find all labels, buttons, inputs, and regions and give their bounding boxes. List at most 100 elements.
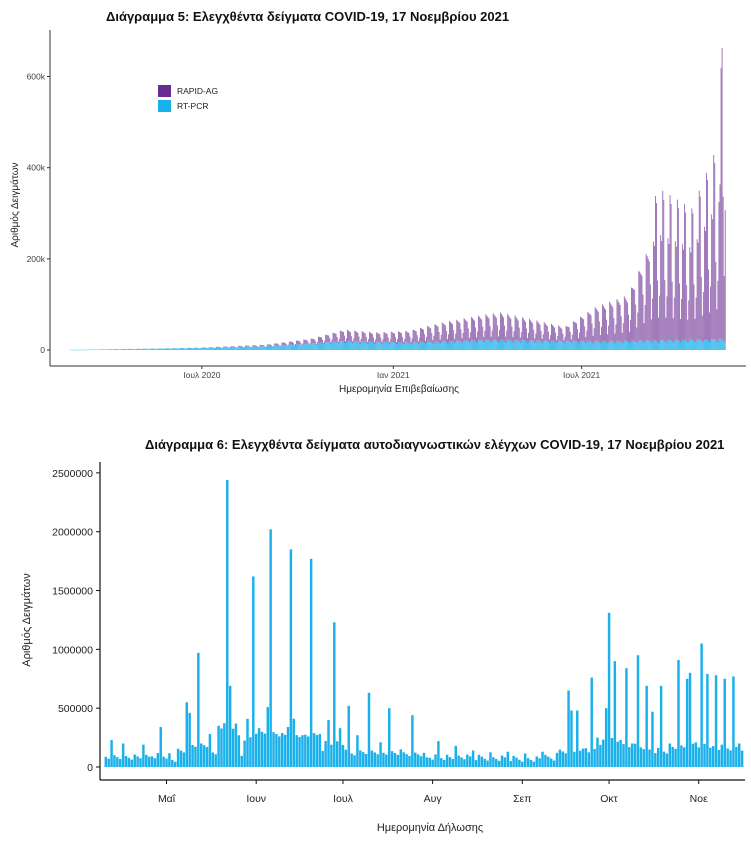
bar-rapid-ag	[613, 318, 614, 342]
bar-rt-pcr	[656, 341, 657, 350]
bar-rapid-ag	[710, 286, 711, 341]
bar-rapid-ag	[301, 345, 302, 346]
bar-rapid-ag	[652, 299, 653, 343]
bar-rt-pcr	[501, 340, 502, 350]
bar-rt-pcr	[337, 343, 338, 350]
bar-rapid-ag	[681, 299, 682, 342]
bar-rapid-ag	[444, 324, 445, 341]
bar-rt-pcr	[196, 348, 197, 350]
bar-rt-pcr	[697, 339, 698, 350]
bar-rt-pcr	[558, 340, 559, 350]
bar-rapid-ag	[239, 346, 240, 347]
bar-rapid-ag	[409, 333, 410, 343]
bar-rapid-ag	[618, 301, 619, 341]
bar-rt-pcr	[419, 344, 420, 350]
bar-self-test	[426, 757, 428, 767]
bar-rt-pcr	[662, 340, 663, 350]
bar-rt-pcr	[272, 347, 273, 350]
bar-rapid-ag	[518, 320, 519, 340]
bar-rapid-ag	[390, 339, 391, 344]
bar-rt-pcr	[358, 342, 359, 350]
chart-2-bars	[105, 480, 744, 767]
bar-rt-pcr	[713, 339, 714, 350]
x-tick-label: Ιουλ 2020	[183, 370, 221, 380]
bar-rapid-ag	[540, 325, 541, 341]
bar-rt-pcr	[321, 343, 322, 350]
bar-rapid-ag	[657, 281, 658, 342]
bar-self-test	[342, 745, 344, 767]
x-tick-label: Νοε	[690, 793, 708, 805]
bar-rapid-ag	[320, 337, 321, 343]
bar-rt-pcr	[437, 342, 438, 350]
bar-rt-pcr	[180, 348, 181, 350]
legend-label-rapid-ag: RAPID-AG	[177, 86, 218, 96]
bar-self-test	[429, 758, 431, 767]
bar-rapid-ag	[402, 337, 403, 344]
bar-rapid-ag	[401, 333, 402, 342]
bar-rt-pcr	[238, 347, 239, 350]
bar-rt-pcr	[189, 348, 190, 350]
bar-rapid-ag	[308, 342, 309, 345]
bar-rt-pcr	[412, 344, 413, 350]
bar-rt-pcr	[125, 349, 126, 350]
bar-rt-pcr	[80, 350, 81, 351]
bar-self-test	[105, 757, 107, 767]
bar-rt-pcr	[122, 349, 123, 350]
bar-rapid-ag	[495, 316, 496, 340]
bar-rt-pcr	[432, 344, 433, 350]
bar-rapid-ag	[362, 331, 363, 341]
bar-rt-pcr	[300, 345, 301, 350]
bar-rt-pcr	[430, 342, 431, 350]
bar-rt-pcr	[721, 339, 722, 350]
bar-rapid-ag	[603, 306, 604, 341]
bar-rt-pcr	[664, 342, 665, 350]
bar-rapid-ag	[331, 342, 332, 344]
bar-self-test	[637, 655, 639, 767]
bar-rapid-ag	[395, 337, 396, 343]
bar-rt-pcr	[673, 343, 674, 350]
bar-rapid-ag	[387, 334, 388, 342]
bar-rt-pcr	[354, 341, 355, 350]
bar-rt-pcr	[594, 343, 595, 350]
bar-self-test	[738, 743, 740, 767]
bar-rapid-ag	[333, 333, 334, 342]
bar-rt-pcr	[476, 343, 477, 350]
bar-rapid-ag	[435, 324, 436, 341]
bar-rt-pcr	[287, 346, 288, 350]
bar-rapid-ag	[324, 341, 325, 344]
x-tick-label: Ιαν 2021	[377, 370, 410, 380]
bar-rapid-ag	[437, 326, 438, 342]
bar-rapid-ag	[372, 334, 373, 342]
bar-rt-pcr	[724, 342, 725, 350]
bar-rapid-ag	[281, 345, 282, 346]
bar-rapid-ag	[410, 336, 411, 343]
bar-rapid-ag	[277, 344, 278, 346]
bar-rapid-ag	[412, 339, 413, 345]
chart-2-title: Διάγραμμα 6: Ελεγχθέντα δείγματα αυτοδια…	[145, 437, 724, 452]
y-tick-label: 0	[40, 345, 45, 355]
bar-rt-pcr	[248, 347, 249, 350]
bar-rt-pcr	[250, 348, 251, 350]
bar-rt-pcr	[264, 347, 265, 350]
bar-rapid-ag	[629, 332, 630, 344]
bar-rt-pcr	[604, 341, 605, 350]
bar-self-test	[385, 755, 387, 767]
bar-rt-pcr	[545, 340, 546, 350]
bar-rapid-ag	[505, 337, 506, 344]
bar-rt-pcr	[221, 348, 222, 350]
bar-rt-pcr	[478, 340, 479, 350]
bar-rapid-ag	[380, 337, 381, 343]
bar-rapid-ag	[591, 315, 592, 341]
bar-self-test	[628, 747, 630, 767]
bar-rt-pcr	[123, 349, 124, 350]
bar-rapid-ag	[525, 322, 526, 341]
bar-rapid-ag	[376, 332, 377, 341]
bar-rapid-ag	[558, 325, 559, 340]
bar-self-test	[475, 760, 477, 767]
bar-rapid-ag	[291, 342, 292, 345]
bar-rt-pcr	[131, 349, 132, 350]
bar-rapid-ag	[328, 336, 329, 343]
bar-self-test	[298, 737, 300, 767]
bar-rapid-ag	[516, 317, 517, 340]
bar-rapid-ag	[260, 345, 261, 346]
